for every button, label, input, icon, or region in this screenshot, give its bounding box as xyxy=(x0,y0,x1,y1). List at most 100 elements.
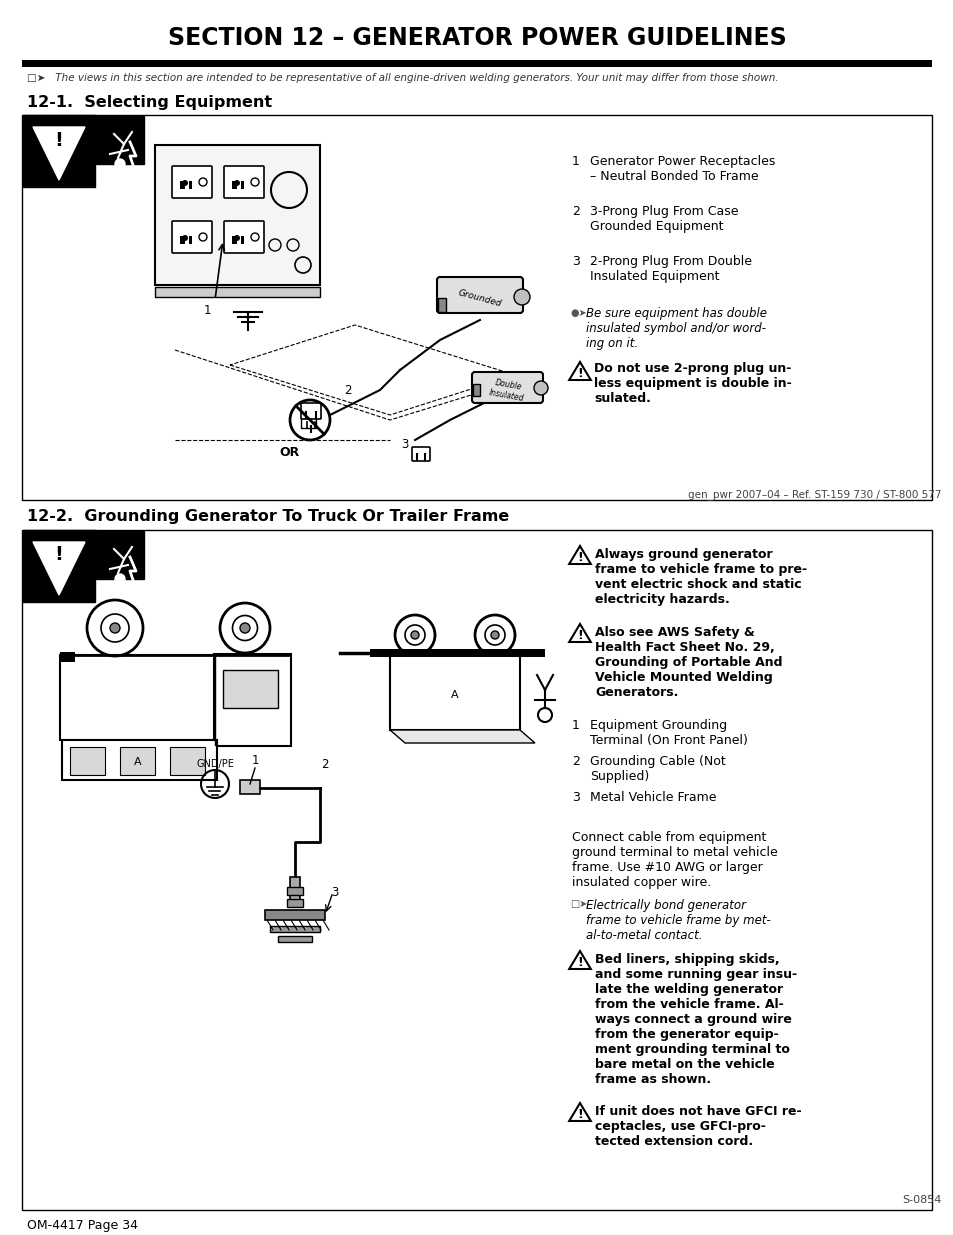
Text: 12-2.  Grounding Generator To Truck Or Trailer Frame: 12-2. Grounding Generator To Truck Or Tr… xyxy=(27,509,509,524)
Bar xyxy=(232,182,236,189)
Text: 2-Prong Plug From Double
Insulated Equipment: 2-Prong Plug From Double Insulated Equip… xyxy=(589,254,751,283)
FancyBboxPatch shape xyxy=(436,277,522,312)
Text: 3: 3 xyxy=(572,790,579,804)
FancyBboxPatch shape xyxy=(22,115,931,500)
Circle shape xyxy=(115,574,125,584)
Bar xyxy=(180,236,185,245)
Text: 2: 2 xyxy=(344,384,352,396)
Circle shape xyxy=(233,180,240,186)
Text: 3: 3 xyxy=(401,437,408,451)
Circle shape xyxy=(534,382,547,395)
Text: 3: 3 xyxy=(572,254,579,268)
Text: 1: 1 xyxy=(572,156,579,168)
Text: OM-4417 Page 34: OM-4417 Page 34 xyxy=(27,1219,138,1231)
Text: !: ! xyxy=(577,629,582,642)
Text: !: ! xyxy=(577,367,582,380)
Text: 2: 2 xyxy=(572,755,579,768)
FancyBboxPatch shape xyxy=(96,531,144,579)
Text: If unit does not have GFCI re-
ceptacles, use GFCI-pro-
tected extension cord.: If unit does not have GFCI re- ceptacles… xyxy=(595,1105,801,1149)
Text: !: ! xyxy=(54,131,63,149)
FancyBboxPatch shape xyxy=(120,747,154,776)
FancyBboxPatch shape xyxy=(223,671,277,708)
Bar xyxy=(180,182,185,189)
Bar xyxy=(154,287,319,296)
Bar xyxy=(232,236,236,245)
Circle shape xyxy=(110,622,120,634)
FancyBboxPatch shape xyxy=(224,221,264,253)
Text: Bed liners, shipping skids,
and some running gear insu-
late the welding generat: Bed liners, shipping skids, and some run… xyxy=(595,953,797,1086)
FancyBboxPatch shape xyxy=(154,144,319,285)
Text: gen_pwr 2007–04 – Ref. ST-159 730 / ST-800 577: gen_pwr 2007–04 – Ref. ST-159 730 / ST-8… xyxy=(688,489,941,500)
FancyBboxPatch shape xyxy=(213,655,291,746)
Text: Connect cable from equipment
ground terminal to metal vehicle
frame. Use #10 AWG: Connect cable from equipment ground term… xyxy=(572,831,777,889)
Bar xyxy=(241,236,244,245)
Text: SECTION 12 – GENERATOR POWER GUIDELINES: SECTION 12 – GENERATOR POWER GUIDELINES xyxy=(168,26,785,49)
Text: A: A xyxy=(134,757,142,767)
Bar xyxy=(287,899,303,906)
Text: !: ! xyxy=(577,956,582,969)
Text: S-0854: S-0854 xyxy=(902,1195,941,1205)
Text: 12-1.  Selecting Equipment: 12-1. Selecting Equipment xyxy=(27,95,272,110)
Circle shape xyxy=(240,622,250,634)
Bar xyxy=(290,877,299,902)
Text: □➤: □➤ xyxy=(569,899,587,909)
Bar xyxy=(437,298,446,312)
Text: Electrically bond generator
frame to vehicle frame by met-
al-to-metal contact.: Electrically bond generator frame to veh… xyxy=(585,899,770,942)
Text: Double
Insulated: Double Insulated xyxy=(488,378,527,403)
Text: A: A xyxy=(451,690,458,700)
Text: !: ! xyxy=(577,1108,582,1121)
Text: Grounding Cable (Not
Supplied): Grounding Cable (Not Supplied) xyxy=(589,755,725,783)
Text: Grounded: Grounded xyxy=(456,288,502,309)
Polygon shape xyxy=(569,1103,590,1121)
Bar xyxy=(473,384,479,396)
FancyBboxPatch shape xyxy=(172,165,212,198)
Text: 3: 3 xyxy=(331,885,338,899)
Text: 1: 1 xyxy=(251,753,258,767)
Text: Always ground generator
frame to vehicle frame to pre-
vent electric shock and s: Always ground generator frame to vehicle… xyxy=(595,548,806,606)
Polygon shape xyxy=(33,127,85,180)
Text: Equipment Grounding
Terminal (On Front Panel): Equipment Grounding Terminal (On Front P… xyxy=(589,719,747,747)
FancyBboxPatch shape xyxy=(390,655,519,730)
FancyBboxPatch shape xyxy=(224,165,264,198)
Text: 2: 2 xyxy=(572,205,579,219)
FancyBboxPatch shape xyxy=(96,116,144,164)
Polygon shape xyxy=(569,362,590,380)
FancyBboxPatch shape xyxy=(23,115,95,186)
Text: GND/PE: GND/PE xyxy=(196,760,233,769)
Text: Be sure equipment has double
insulated symbol and/or word-
ing on it.: Be sure equipment has double insulated s… xyxy=(585,308,766,350)
Text: !: ! xyxy=(54,546,63,564)
Circle shape xyxy=(233,235,240,241)
Bar xyxy=(370,650,544,657)
FancyBboxPatch shape xyxy=(172,221,212,253)
Circle shape xyxy=(182,180,188,186)
Text: !: ! xyxy=(577,551,582,564)
FancyBboxPatch shape xyxy=(23,530,95,601)
Text: Generator Power Receptacles
– Neutral Bonded To Frame: Generator Power Receptacles – Neutral Bo… xyxy=(589,156,775,183)
Polygon shape xyxy=(390,730,535,743)
Bar xyxy=(265,910,325,920)
Bar xyxy=(189,182,192,189)
Polygon shape xyxy=(569,951,590,969)
Bar xyxy=(270,926,319,932)
Polygon shape xyxy=(569,546,590,564)
FancyBboxPatch shape xyxy=(301,417,316,429)
Bar xyxy=(287,887,303,895)
Text: 1: 1 xyxy=(203,304,211,316)
Bar xyxy=(241,182,244,189)
Text: Metal Vehicle Frame: Metal Vehicle Frame xyxy=(589,790,716,804)
Text: Do not use 2-prong plug un-
less equipment is double in-
sulated.: Do not use 2-prong plug un- less equipme… xyxy=(594,362,791,405)
Text: □➤   The views in this section are intended to be representative of all engine-d: □➤ The views in this section are intende… xyxy=(27,73,778,83)
Bar xyxy=(60,652,75,662)
Text: ●➤: ●➤ xyxy=(569,308,586,317)
Text: OR: OR xyxy=(279,447,300,459)
FancyBboxPatch shape xyxy=(60,655,290,740)
Bar xyxy=(22,61,931,67)
FancyBboxPatch shape xyxy=(301,403,320,419)
Bar xyxy=(189,236,192,245)
Text: 2: 2 xyxy=(321,757,329,771)
FancyBboxPatch shape xyxy=(70,747,105,776)
FancyBboxPatch shape xyxy=(62,740,216,781)
Circle shape xyxy=(411,631,418,638)
Circle shape xyxy=(514,289,530,305)
Text: 1: 1 xyxy=(572,719,579,732)
